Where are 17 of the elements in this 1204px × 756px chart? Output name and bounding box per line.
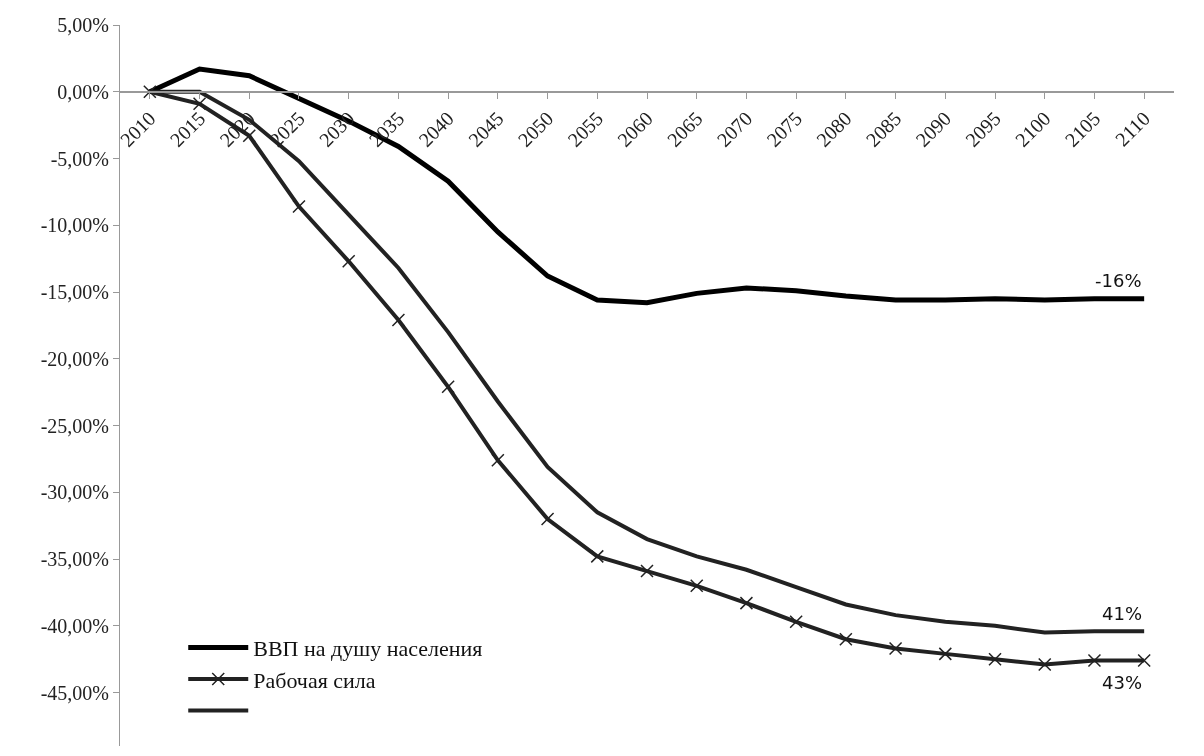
y-tick-label: 5,00% [57,14,109,36]
y-tick-label: -30,00% [40,481,109,504]
annotation: 43% [1102,672,1143,693]
x-tick-label: 2110 [1110,107,1155,151]
y-tick-label: -35,00% [40,548,109,571]
legend-label: Рабочая сила [253,667,376,693]
y-tick-label: -45,00% [40,681,109,704]
annotation: -16% [1095,270,1142,291]
y-tick-label: -5,00% [50,147,109,170]
y-tick-label: 0,00% [57,80,109,103]
y-tick-label: -15,00% [40,281,109,304]
y-tick-label: -10,00% [40,214,109,237]
y-tick-label: -40,00% [40,614,109,637]
annotation: 41% [1102,603,1143,624]
y-tick-label: -25,00% [40,414,109,437]
legend-label: ВВП на душу населения [253,635,483,661]
y-tick-label: -20,00% [40,347,109,370]
